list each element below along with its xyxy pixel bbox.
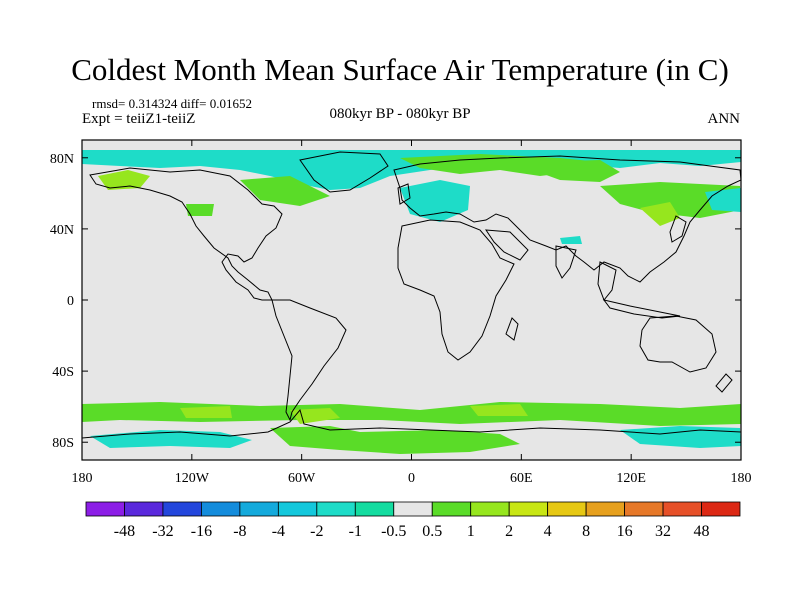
colorbar-label: 4	[544, 523, 552, 540]
arabia-coast	[485, 229, 529, 261]
greenland-coast	[299, 151, 389, 193]
indonesia-coast	[602, 299, 681, 319]
colorbar-swatch	[201, 501, 241, 517]
colorbar-swatch	[85, 501, 125, 517]
season-label: ANN	[707, 111, 741, 127]
antarctic-anomaly-cyan-2	[620, 426, 741, 448]
figure-title: Coldest Month Mean Surface Air Temperatu…	[71, 52, 729, 87]
anomaly-shading	[82, 150, 741, 454]
lat-tick-label: 0	[67, 294, 74, 309]
colorbar-swatch	[547, 501, 587, 517]
colorbar-label: -48	[114, 523, 135, 540]
colorbar-label: -8	[233, 523, 246, 540]
lon-tick-label: 120W	[175, 471, 210, 486]
asia-anomaly-green	[640, 202, 680, 226]
north-america-coast	[89, 167, 283, 301]
asia-anomaly-cyan	[705, 188, 741, 212]
lon-tick-label: 60W	[288, 471, 316, 486]
colorbar-label: 2	[505, 523, 513, 540]
uk-coast	[397, 183, 411, 205]
southern-anomaly-green	[82, 402, 741, 426]
colorbar-label: 16	[617, 523, 633, 540]
colorbar-label: 1	[467, 523, 475, 540]
colorbar-swatch	[354, 501, 395, 517]
south-america-coast	[271, 299, 347, 422]
lon-tick-label: 180	[72, 471, 93, 486]
antarctica-coast	[82, 408, 741, 439]
pacific-anomaly-green	[186, 204, 214, 216]
lat-tick-label: 40S	[52, 365, 74, 380]
colorbar-label: -0.5	[381, 523, 406, 540]
lon-tick-label: 180	[731, 471, 752, 486]
colorbar-swatch	[508, 501, 549, 517]
colorbar-label: -32	[152, 523, 173, 540]
colorbar-label: -16	[191, 523, 212, 540]
madagascar-coast	[505, 317, 519, 341]
southeast-asia-coast	[597, 261, 617, 301]
coastlines	[82, 151, 741, 439]
colorbar-swatch	[701, 501, 741, 517]
canada-anomaly-green	[240, 176, 330, 206]
southern-anomaly-yellow-2	[180, 406, 232, 418]
colorbar-label: 8	[582, 523, 590, 540]
alaska-anomaly-green	[98, 170, 150, 190]
colorbar-swatch	[585, 501, 625, 517]
experiment-label: Expt = teiiZ1-teiiZ	[82, 111, 196, 127]
colorbar-swatch	[393, 501, 433, 517]
southern-anomaly-yellow-3	[470, 404, 528, 416]
lon-tick-label: 120E	[616, 471, 646, 486]
stats-label: rmsd= 0.314324 diff= 0.01652	[92, 96, 252, 111]
colorbar-swatch	[431, 501, 472, 517]
europe-anomaly-cyan	[400, 180, 470, 222]
australia-coast	[639, 315, 717, 373]
lat-tick-label: 80N	[50, 152, 74, 167]
colorbar-label: 48	[694, 523, 710, 540]
colorbar-swatch	[124, 501, 164, 517]
lon-tick-label: 0	[408, 471, 415, 486]
lat-tick-label: 40N	[50, 223, 74, 238]
colorbar-label: 32	[655, 523, 671, 540]
colorbar-swatch	[239, 501, 279, 517]
axis-ticks: 80N 40N 0 40S 80S 180 120W 60W 0 60E 120E 180	[50, 140, 752, 486]
colorbar-swatch	[662, 501, 702, 517]
colorbar-label: -2	[310, 523, 323, 540]
colorbar-swatch	[316, 501, 356, 517]
africa-coast	[397, 219, 515, 361]
colorbar-label: -4	[272, 523, 285, 540]
japan-coast	[669, 215, 687, 243]
eurasia-coast	[393, 155, 741, 283]
colorbar-swatch	[162, 501, 202, 517]
colorbar-label: 0.5	[422, 523, 442, 540]
lat-tick-label: 80S	[52, 436, 74, 451]
colorbar-swatch	[277, 501, 318, 517]
colorbar: -48 -32 -16 -8 -4 -2 -1 -0.5 0.5 1 2 4 8 16 32 48	[85, 501, 741, 540]
new-zealand-coast	[715, 373, 733, 393]
lon-tick-label: 60E	[510, 471, 533, 486]
period-label: 080kyr BP - 080kyr BP	[329, 106, 471, 122]
india-coast	[555, 245, 577, 279]
colorbar-swatch	[624, 501, 664, 517]
africa-anomaly-cyan	[560, 236, 582, 244]
siberia-anomaly-green	[538, 160, 620, 182]
antarctic-anomaly-green	[270, 426, 520, 454]
eurasia-anomaly-green	[600, 182, 741, 218]
colorbar-swatch	[470, 501, 510, 517]
colorbar-label: -1	[349, 523, 362, 540]
